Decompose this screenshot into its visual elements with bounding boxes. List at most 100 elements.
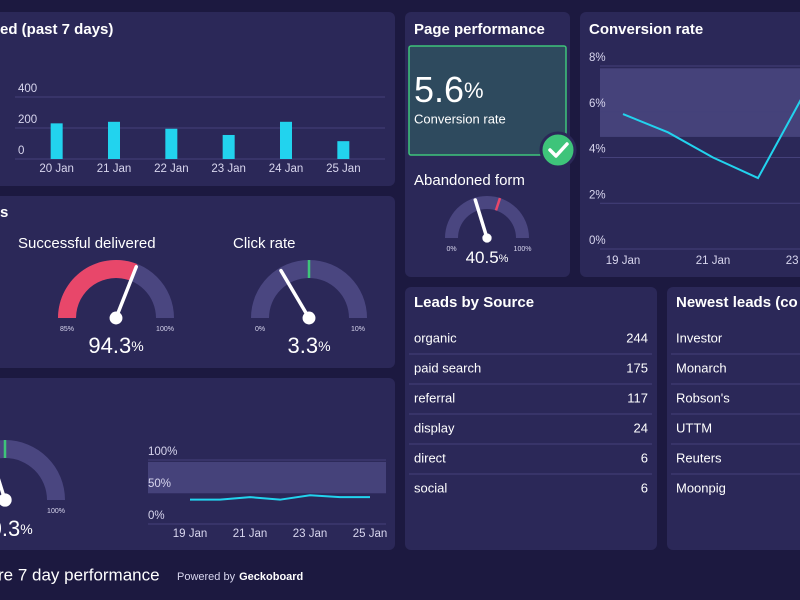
panel-title: s: [0, 204, 8, 221]
row-value: 6: [641, 480, 648, 495]
gauge-max-label: 100%: [514, 246, 532, 253]
number-value-figure: 5.6: [414, 69, 464, 110]
y-tick-label: 400: [18, 83, 37, 95]
number-value: 5.6%: [414, 69, 484, 110]
gauge-value: 94.3%: [88, 333, 143, 358]
bar: [108, 121, 120, 159]
y-tick-label: 2%: [589, 189, 606, 201]
table-title: Newest leads (co: [676, 294, 798, 311]
row-value: 6: [641, 450, 648, 465]
panel: [0, 12, 395, 186]
gauge-title: Click rate: [233, 235, 296, 252]
gauge-needle: [279, 268, 311, 320]
gauge-hub: [109, 311, 123, 325]
footer-powered: Powered by Geckoboard: [177, 571, 303, 583]
gauge-min-label: 85%: [60, 326, 74, 333]
gauge-value-number: 40.3: [0, 516, 20, 541]
gauge-fill: [58, 260, 138, 318]
row-label: paid search: [414, 360, 481, 375]
gauge-value: 40.3%: [0, 516, 33, 541]
bar: [50, 123, 63, 159]
widget-title: ed (past 7 days): [0, 21, 113, 38]
gauge-value-number: 40.5: [466, 248, 499, 267]
y-tick-label: 100%: [148, 446, 177, 458]
row-label: Moonpig: [676, 480, 726, 495]
x-tick-label: 24 Jan: [269, 163, 304, 175]
row-label: direct: [414, 450, 446, 465]
gauge-hub: [0, 493, 12, 507]
gauge-value-number: 94.3: [88, 333, 131, 358]
gauge-value-number: 3.3: [287, 333, 318, 358]
bar: [337, 141, 350, 159]
gauge-track: [445, 196, 529, 238]
widget-title: Conversion rate: [589, 21, 703, 38]
gauge-max-label: 100%: [156, 326, 174, 333]
y-tick-label: 4%: [589, 144, 606, 156]
gauge-value: 40.5%: [466, 248, 509, 267]
y-tick-label: 6%: [589, 98, 606, 110]
y-tick-label: 0%: [589, 235, 606, 247]
y-tick-label: 0%: [148, 510, 165, 522]
gauge-title: Abandoned form: [414, 172, 525, 189]
gauge-min-label: 0%: [255, 326, 265, 333]
y-tick-label: 50%: [148, 478, 171, 490]
row-value: 244: [626, 330, 648, 345]
number-label: Conversion rate: [414, 111, 506, 126]
x-tick-label: 23 Jan: [293, 528, 328, 540]
x-tick-label: 22 Jan: [154, 163, 189, 175]
panel: [405, 287, 657, 550]
x-tick-label: 25 Jan: [353, 528, 388, 540]
gauge-needle: [114, 265, 139, 320]
x-tick-label: 21 Jan: [97, 163, 132, 175]
gauge-needle: [0, 478, 7, 502]
row-label: social: [414, 480, 447, 495]
gauge-value-unit: %: [499, 253, 509, 265]
line: [622, 99, 800, 180]
gauge-min-label: 0%: [446, 246, 456, 253]
table-title: Leads by Source: [414, 294, 534, 311]
x-tick-label: 21 Jan: [233, 528, 268, 540]
gauge-max-label: 100%: [47, 508, 65, 515]
x-tick-label: 20 Jan: [39, 163, 74, 175]
gauge-hub: [482, 233, 492, 243]
x-tick-label: 23 Jan: [211, 163, 246, 175]
footer-title: re 7 day performance: [0, 565, 160, 584]
x-tick-label: 25 Jan: [326, 163, 361, 175]
row-label: Monarch: [676, 360, 727, 375]
row-value: 24: [634, 420, 648, 435]
panel: [667, 287, 800, 550]
gauge-track: [251, 260, 367, 318]
y-tick-label: 8%: [589, 52, 606, 64]
panel: [0, 196, 395, 368]
row-value: 117: [627, 390, 648, 405]
powered-by: Powered by: [177, 571, 236, 583]
brand: Geckoboard: [239, 571, 303, 583]
gauge-value-unit: %: [20, 521, 32, 537]
x-tick-label: 21 Jan: [696, 255, 731, 267]
row-label: UTTM: [676, 420, 712, 435]
row-label: Robson's: [676, 390, 730, 405]
panel-title: Page performance: [414, 21, 545, 38]
line: [190, 494, 370, 501]
y-tick-label: 0: [18, 145, 24, 157]
target-band: [148, 461, 386, 494]
row-label: Reuters: [676, 450, 722, 465]
gauge-hub: [302, 311, 316, 325]
bar: [280, 121, 292, 159]
row-label: display: [414, 420, 455, 435]
gauge-needle: [473, 198, 489, 240]
status-icon: [539, 131, 577, 169]
gauge-value-unit: %: [318, 338, 330, 354]
bar: [222, 134, 235, 159]
gauge-track: [0, 440, 65, 500]
row-label: organic: [414, 330, 457, 345]
y-tick-label: 200: [18, 114, 37, 126]
status-check: [548, 142, 569, 158]
row-label: Investor: [676, 330, 723, 345]
bar: [165, 128, 178, 159]
x-tick-label: 19 Jan: [173, 528, 208, 540]
x-tick-label: 23 Jan: [786, 255, 800, 267]
gauge-max-label: 10%: [351, 326, 365, 333]
